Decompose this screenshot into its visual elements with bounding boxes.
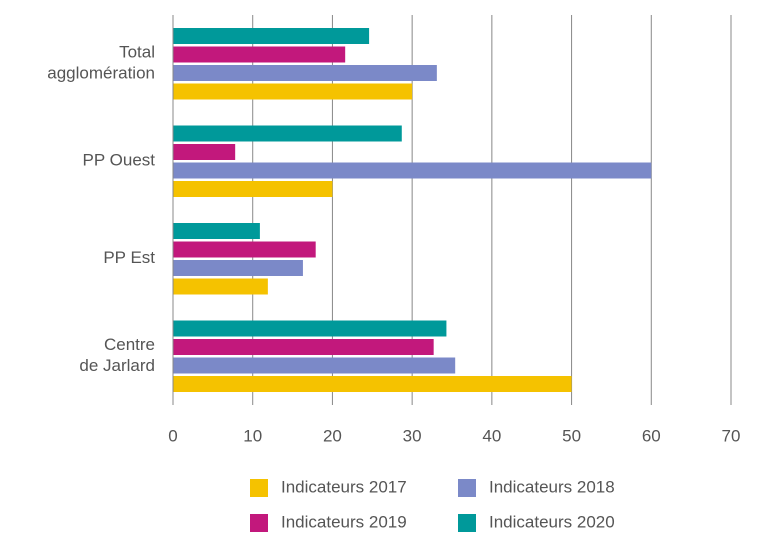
bar [173, 83, 413, 100]
x-tick-label: 30 [403, 426, 422, 445]
bar [173, 65, 437, 81]
legend-label: Indicateurs 2017 [281, 477, 407, 496]
bar [173, 144, 236, 160]
bar [173, 241, 316, 258]
bar [173, 376, 572, 392]
legend-label: Indicateurs 2018 [489, 477, 615, 496]
x-tick-label: 0 [168, 426, 177, 445]
legend-swatch [458, 514, 476, 532]
bar [173, 46, 346, 63]
x-tick-label: 60 [642, 426, 661, 445]
y-tick-label: PP Ouest [83, 151, 156, 170]
bar [173, 278, 268, 295]
legend-swatch [250, 514, 268, 532]
legend-label: Indicateurs 2019 [281, 512, 407, 531]
bar [173, 357, 456, 374]
bar [173, 260, 303, 276]
x-tick-label: 70 [722, 426, 741, 445]
y-tick-label: Total agglomération [47, 43, 155, 83]
x-tick-label: 10 [243, 426, 262, 445]
bar [173, 181, 333, 197]
x-tick-label: 20 [323, 426, 342, 445]
bar [173, 28, 370, 44]
y-tick-label: Centre de Jarlard [79, 335, 155, 375]
x-tick-label: 50 [562, 426, 581, 445]
legend-label: Indicateurs 2020 [489, 512, 615, 531]
bar [173, 125, 402, 142]
bar [173, 339, 434, 355]
legend-swatch [458, 479, 476, 497]
legend-swatch [250, 479, 268, 497]
x-tick-label: 40 [482, 426, 501, 445]
bar [173, 223, 260, 239]
bar [173, 162, 652, 179]
bar [173, 320, 447, 337]
y-tick-label: PP Est [103, 248, 155, 267]
